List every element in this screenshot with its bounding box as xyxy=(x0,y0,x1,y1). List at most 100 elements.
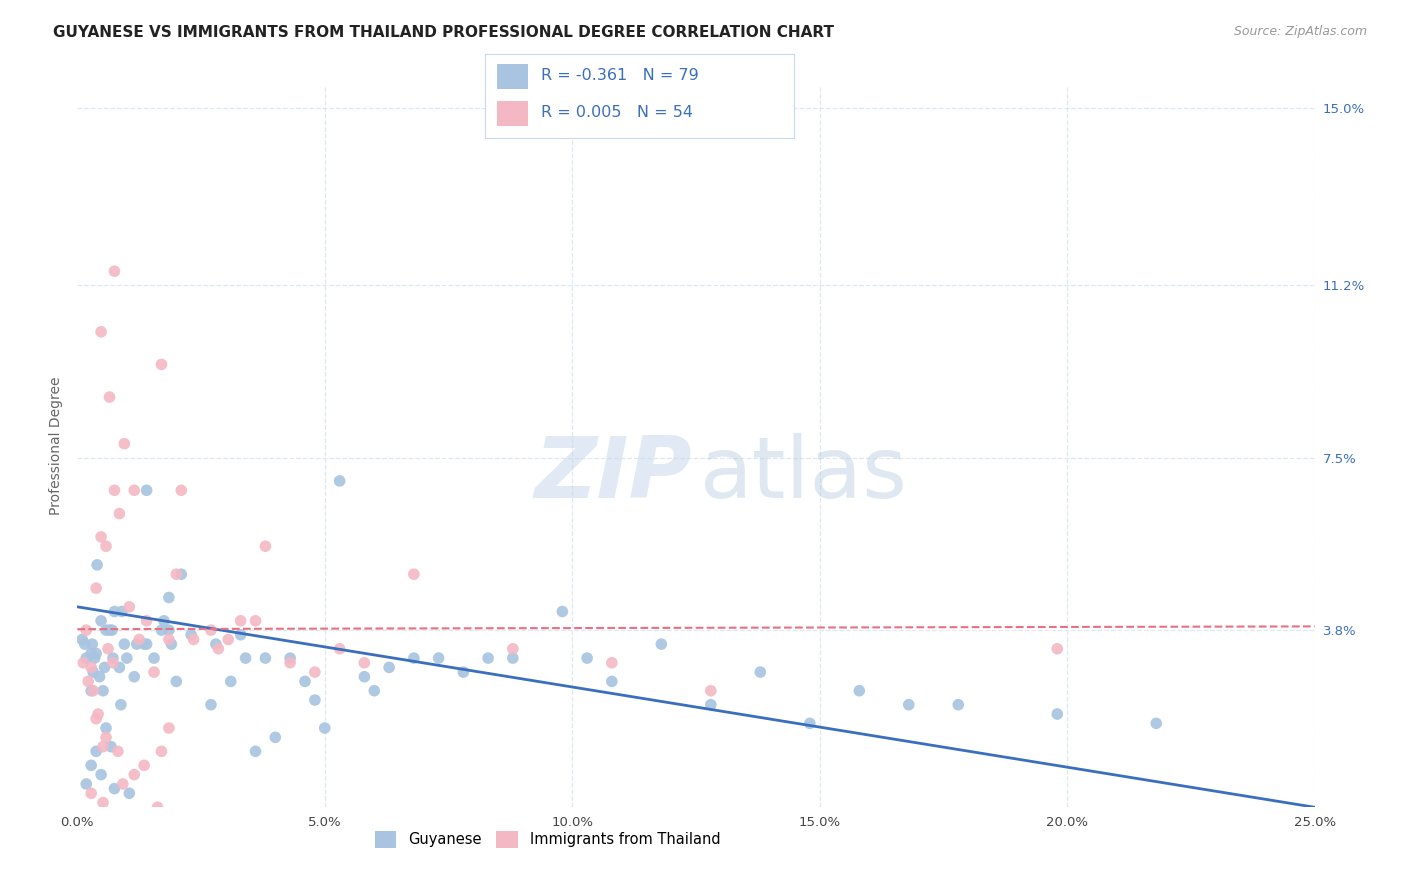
Point xyxy=(157,721,180,735)
Point xyxy=(83,651,105,665)
Point xyxy=(111,605,134,619)
Point xyxy=(650,637,672,651)
Point xyxy=(1046,641,1069,656)
Point xyxy=(219,674,242,689)
Point xyxy=(600,656,623,670)
Point xyxy=(72,656,94,670)
Point xyxy=(551,605,574,619)
Point xyxy=(180,628,202,642)
Point xyxy=(157,623,180,637)
Point xyxy=(90,530,112,544)
Point xyxy=(80,660,103,674)
Point xyxy=(103,483,125,498)
Point xyxy=(98,390,121,404)
Point xyxy=(128,632,150,647)
Point xyxy=(948,698,970,712)
Point xyxy=(135,614,157,628)
Point xyxy=(378,660,401,674)
Point xyxy=(103,781,125,796)
Point xyxy=(107,744,129,758)
Point xyxy=(75,623,97,637)
Point xyxy=(200,623,222,637)
Point xyxy=(314,721,336,735)
Point xyxy=(101,623,124,637)
Text: Source: ZipAtlas.com: Source: ZipAtlas.com xyxy=(1233,25,1367,38)
Point xyxy=(90,325,112,339)
Point xyxy=(111,777,134,791)
Bar xyxy=(498,63,529,89)
Point xyxy=(101,651,124,665)
Point xyxy=(134,637,156,651)
Point xyxy=(150,744,173,758)
Point xyxy=(402,651,425,665)
Point xyxy=(90,614,112,628)
Point xyxy=(363,683,385,698)
Point xyxy=(112,436,135,450)
Point xyxy=(82,665,104,679)
Point xyxy=(80,683,103,698)
Point xyxy=(1046,706,1069,721)
Point xyxy=(254,651,277,665)
Point xyxy=(157,591,180,605)
Point xyxy=(87,706,110,721)
Point xyxy=(75,777,97,791)
Point xyxy=(80,786,103,800)
Point xyxy=(700,698,723,712)
Point xyxy=(86,558,108,572)
Point xyxy=(82,683,104,698)
Point xyxy=(84,647,107,661)
Point xyxy=(848,683,870,698)
Point xyxy=(170,567,193,582)
Point xyxy=(84,744,107,758)
Text: R = -0.361   N = 79: R = -0.361 N = 79 xyxy=(541,68,699,83)
Point xyxy=(160,637,183,651)
Text: GUYANESE VS IMMIGRANTS FROM THAILAND PROFESSIONAL DEGREE CORRELATION CHART: GUYANESE VS IMMIGRANTS FROM THAILAND PRO… xyxy=(53,25,834,40)
Point xyxy=(278,651,301,665)
Point xyxy=(502,651,524,665)
Point xyxy=(98,623,121,637)
Point xyxy=(94,623,117,637)
Point xyxy=(245,744,267,758)
Point xyxy=(150,358,173,372)
Point xyxy=(94,721,117,735)
Point xyxy=(502,641,524,656)
Point xyxy=(157,632,180,647)
Point xyxy=(125,637,148,651)
Point xyxy=(118,786,141,800)
Point xyxy=(897,698,920,712)
Point xyxy=(207,641,229,656)
Point xyxy=(146,800,169,814)
Point xyxy=(143,665,166,679)
Point xyxy=(89,670,111,684)
Legend: Guyanese, Immigrants from Thailand: Guyanese, Immigrants from Thailand xyxy=(368,825,727,855)
Point xyxy=(329,641,352,656)
Point xyxy=(93,660,115,674)
Y-axis label: Professional Degree: Professional Degree xyxy=(49,376,63,516)
Point xyxy=(73,637,96,651)
Point xyxy=(110,698,132,712)
Point xyxy=(84,581,107,595)
Point xyxy=(200,698,222,712)
Point xyxy=(94,731,117,745)
Point xyxy=(304,693,326,707)
Point xyxy=(90,767,112,781)
Point xyxy=(235,651,257,665)
Point xyxy=(135,483,157,498)
Point xyxy=(1144,716,1167,731)
Point xyxy=(135,637,157,651)
Point xyxy=(97,641,120,656)
Point xyxy=(402,567,425,582)
Point xyxy=(576,651,599,665)
Bar xyxy=(498,101,529,127)
Point xyxy=(112,637,135,651)
Point xyxy=(170,483,193,498)
Point xyxy=(101,656,124,670)
Point xyxy=(75,651,97,665)
Point xyxy=(100,739,122,754)
Point xyxy=(115,651,138,665)
Point xyxy=(217,632,239,647)
Point xyxy=(294,674,316,689)
Point xyxy=(143,651,166,665)
Point xyxy=(108,660,131,674)
Point xyxy=(122,670,145,684)
